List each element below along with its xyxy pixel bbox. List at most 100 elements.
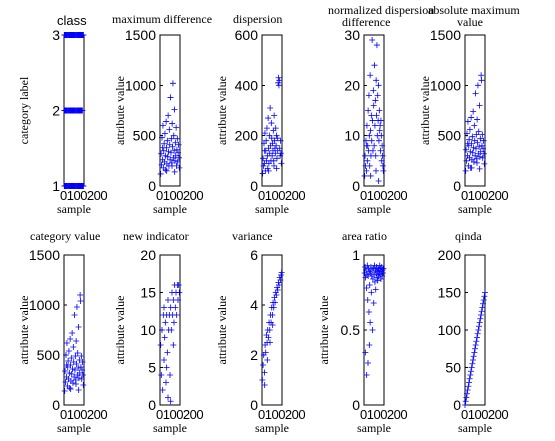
data-point bbox=[176, 164, 183, 171]
data-point bbox=[365, 360, 371, 366]
data-point bbox=[375, 137, 382, 144]
data-point bbox=[476, 153, 483, 160]
data-point bbox=[371, 279, 378, 285]
data-point bbox=[464, 118, 471, 125]
x-axis-label: sample bbox=[153, 421, 187, 435]
data-point bbox=[63, 352, 69, 358]
y-tick-label: 2 bbox=[52, 103, 60, 119]
y-tick-label: 1000 bbox=[430, 77, 461, 93]
data-point bbox=[469, 360, 476, 367]
data-point bbox=[171, 147, 178, 154]
data-point bbox=[380, 265, 387, 272]
data-point bbox=[158, 372, 165, 378]
data-point bbox=[174, 135, 181, 142]
y-tick-label: 1000 bbox=[29, 297, 60, 313]
data-point bbox=[272, 150, 279, 157]
data-point bbox=[480, 145, 487, 152]
data-point bbox=[379, 267, 386, 273]
data-point bbox=[363, 267, 369, 273]
data-point bbox=[159, 134, 165, 141]
data-point bbox=[161, 140, 168, 147]
subplot-title: absolute maximum bbox=[428, 3, 520, 17]
x-axis-label: sample bbox=[57, 202, 91, 216]
data-point bbox=[476, 323, 482, 330]
data-point bbox=[275, 74, 282, 81]
data-point bbox=[469, 133, 476, 140]
y-tick-label: 1500 bbox=[125, 27, 156, 43]
y-tick-label: 500 bbox=[37, 347, 61, 363]
data-point bbox=[378, 132, 385, 139]
data-point bbox=[373, 167, 379, 174]
data-point bbox=[165, 297, 171, 303]
data-point bbox=[367, 72, 374, 79]
data-point bbox=[158, 161, 165, 168]
y-tick-label: 0 bbox=[352, 397, 360, 413]
data-point bbox=[272, 125, 279, 132]
subplot-title: category value bbox=[30, 229, 100, 243]
y-tick-label: 6 bbox=[250, 247, 258, 263]
data-point bbox=[66, 385, 73, 391]
data-point bbox=[472, 342, 479, 348]
data-point bbox=[362, 152, 369, 159]
data-point bbox=[479, 131, 486, 138]
data-point bbox=[260, 362, 267, 368]
data-point bbox=[471, 349, 478, 356]
x-tick-labels: 0100200 bbox=[60, 407, 107, 422]
data-point bbox=[175, 297, 181, 303]
data-point bbox=[468, 114, 475, 121]
data-point bbox=[363, 372, 370, 378]
data-point bbox=[163, 364, 170, 371]
data-point bbox=[162, 319, 169, 326]
y-tick-label: 1000 bbox=[125, 77, 156, 93]
data-point bbox=[266, 132, 273, 139]
data-point bbox=[73, 361, 80, 367]
data-point bbox=[472, 145, 479, 152]
data-point bbox=[367, 319, 374, 326]
data-point bbox=[271, 162, 277, 169]
data-point bbox=[479, 154, 486, 161]
data-point bbox=[262, 349, 269, 356]
x-axis-label: sample bbox=[255, 202, 289, 216]
data-point bbox=[269, 322, 276, 328]
axes-box bbox=[63, 254, 85, 406]
data-point bbox=[164, 137, 171, 144]
data-point bbox=[171, 319, 177, 326]
data-point bbox=[271, 112, 278, 119]
x-tick-labels: 0100200 bbox=[258, 407, 305, 422]
data-point bbox=[73, 381, 79, 387]
data-point bbox=[161, 357, 167, 363]
data-point bbox=[173, 312, 180, 318]
y-tick-label: 0 bbox=[352, 178, 360, 194]
data-point bbox=[477, 315, 484, 322]
data-point bbox=[170, 342, 177, 348]
data-point bbox=[163, 379, 169, 386]
y-tick-label: 100 bbox=[438, 322, 462, 338]
data-point bbox=[477, 148, 484, 155]
data-point bbox=[468, 364, 475, 371]
data-point bbox=[172, 152, 179, 159]
data-point bbox=[263, 125, 270, 132]
data-point bbox=[172, 139, 179, 146]
data-point bbox=[376, 107, 383, 114]
data-point bbox=[175, 141, 182, 148]
data-point bbox=[466, 379, 472, 386]
data-point bbox=[265, 334, 272, 341]
data-point bbox=[367, 264, 374, 270]
data-point bbox=[172, 304, 179, 311]
x-tick-labels: 0100200 bbox=[258, 188, 305, 203]
data-point bbox=[263, 137, 270, 144]
data-point bbox=[77, 298, 84, 304]
data-point bbox=[69, 366, 76, 372]
data-point bbox=[474, 82, 481, 89]
y-tick-label: 10 bbox=[140, 322, 156, 338]
data-point bbox=[366, 282, 373, 288]
subplot-title-line2: value bbox=[457, 15, 483, 29]
y-tick-label: 0 bbox=[250, 397, 258, 413]
y-tick-label: 15 bbox=[140, 285, 156, 301]
data-point bbox=[79, 367, 86, 373]
data-point bbox=[478, 77, 485, 84]
